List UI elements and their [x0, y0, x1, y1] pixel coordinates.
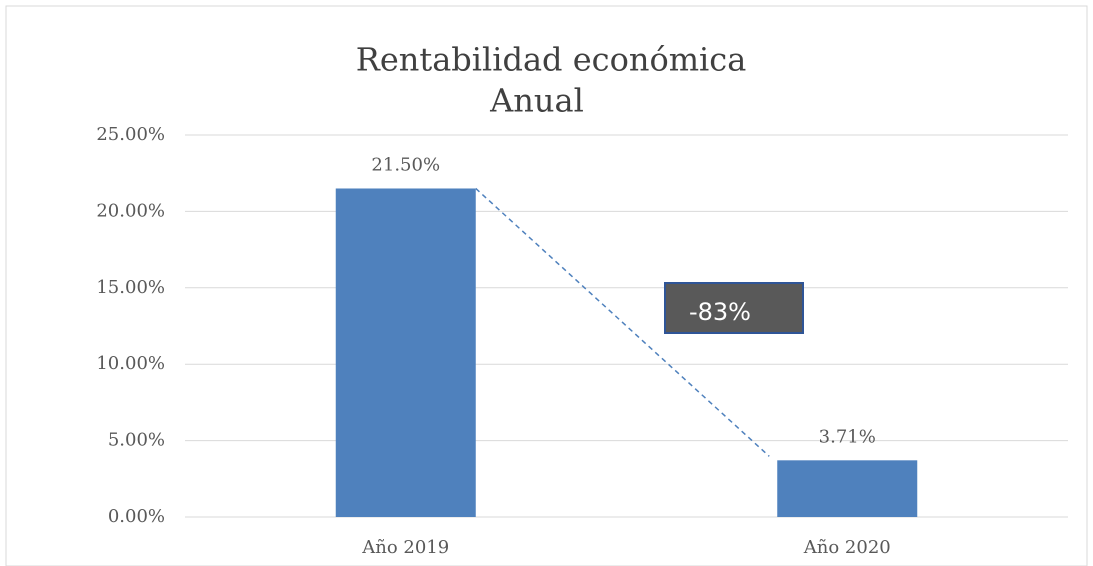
- y-tick-label: 0.00%: [108, 506, 165, 527]
- y-tick-label: 15.00%: [96, 277, 165, 298]
- trend-line: [475, 187, 770, 457]
- x-tick-label: Año 2019: [361, 537, 449, 558]
- chart-title: Rentabilidad económica: [356, 41, 747, 79]
- annotation-box: [664, 282, 804, 334]
- x-tick-label: Año 2020: [803, 537, 891, 558]
- y-tick-label: 5.00%: [108, 430, 165, 451]
- bar: [777, 460, 918, 517]
- y-tick-label: 25.00%: [96, 124, 165, 145]
- y-tick-label: 10.00%: [96, 353, 165, 374]
- data-label: 21.50%: [371, 154, 440, 175]
- data-label: 3.71%: [819, 426, 876, 447]
- y-tick-label: 20.00%: [96, 200, 165, 221]
- chart-title: Anual: [489, 82, 584, 120]
- bar: [335, 188, 476, 518]
- annotation: -83%: [689, 298, 751, 326]
